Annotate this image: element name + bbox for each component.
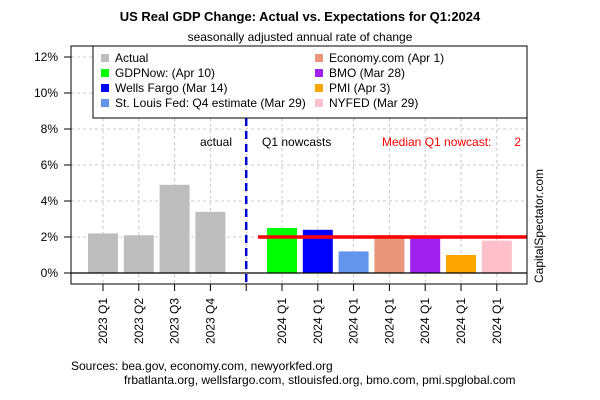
x-axis: 2023 Q1 2023 Q2 2023 Q3 2023 Q4 2024 Q1 2024 …	[96, 284, 504, 344]
legend-swatch	[101, 99, 109, 107]
legend-label: PMI (Apr 3)	[329, 81, 390, 95]
legend-label: NYFED (Mar 29)	[329, 96, 418, 110]
x-tick-label: 2024 Q1	[382, 298, 396, 344]
legend-swatch	[101, 84, 109, 92]
x-tick-label: 2024 Q1	[275, 298, 289, 344]
chart-title: US Real GDP Change: Actual vs. Expectati…	[120, 9, 481, 24]
watermark: CapitalSpectator.com	[532, 169, 546, 283]
bar	[481, 240, 512, 273]
legend-swatch	[315, 84, 323, 92]
legend-label: GDPNow: (Apr 10)	[115, 66, 215, 80]
legend-swatch	[315, 69, 323, 77]
annotation-median-label: Median Q1 nowcast:	[382, 135, 491, 149]
y-tick-label: 0%	[41, 266, 59, 280]
legend-swatch	[315, 99, 323, 107]
x-tick-label: 2024 Q1	[454, 298, 468, 344]
x-tick-label: 2024 Q1	[347, 298, 361, 344]
legend-swatch	[315, 54, 323, 62]
y-tick-label: 2%	[41, 230, 59, 244]
y-tick-label: 10%	[34, 86, 58, 100]
bars	[88, 184, 512, 273]
x-tick-label: 2023 Q2	[132, 298, 146, 344]
legend-swatch	[101, 69, 109, 77]
x-tick-label: 2024 Q1	[311, 298, 325, 344]
bar	[88, 233, 118, 273]
annotation-actual: actual	[200, 135, 232, 149]
x-tick-label: 2023 Q3	[168, 298, 182, 344]
bar	[195, 211, 226, 273]
annotation-nowcasts: Q1 nowcasts	[262, 135, 331, 149]
y-tick-label: 6%	[41, 158, 59, 172]
y-axis: 0% 2% 4% 6% 8% 10% 12%	[34, 50, 71, 280]
y-tick-label: 8%	[41, 122, 59, 136]
chart-subtitle: seasonally adjusted annual rate of chang…	[188, 30, 413, 44]
x-tick-label: 2024 Q1	[490, 298, 504, 344]
bar	[446, 255, 476, 273]
x-tick-label: 2024 Q1	[418, 298, 432, 344]
legend-label: St. Louis Fed: Q4 estimate (Mar 29)	[115, 96, 306, 110]
x-tick-label: 2023 Q4	[203, 298, 217, 344]
sources-line-2: frbatlanta.org, wellsfargo.com, stlouisf…	[124, 373, 516, 387]
legend-label: Actual	[115, 51, 148, 65]
sources-line-1: Sources: bea.gov, economy.com, newyorkfe…	[71, 359, 333, 373]
legend-swatch	[101, 54, 109, 62]
bar	[159, 184, 190, 273]
bar	[410, 237, 441, 273]
y-tick-label: 4%	[41, 194, 59, 208]
bar	[374, 235, 405, 273]
bar	[267, 228, 297, 273]
legend-label: BMO (Mar 28)	[329, 66, 405, 80]
bar	[123, 235, 154, 273]
legend-box	[92, 45, 528, 119]
x-tick-label: 2023 Q1	[96, 298, 110, 344]
bar	[338, 251, 369, 273]
annotation-median-value: 2	[514, 135, 521, 149]
legend-label: Economy.com (Apr 1)	[329, 51, 444, 65]
legend-label: Wells Fargo (Mar 14)	[115, 81, 227, 95]
y-tick-label: 12%	[34, 50, 58, 64]
